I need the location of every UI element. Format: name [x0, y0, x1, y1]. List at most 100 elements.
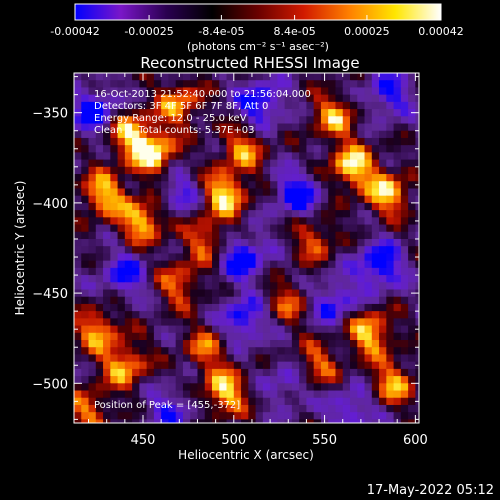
heatmap-cell [379, 166, 387, 175]
heatmap-cell [153, 289, 162, 298]
heatmap-cell [400, 303, 409, 312]
annotation-clean-counts: Clean Total counts: 5.37E+03 [94, 125, 254, 136]
heatmap-cell [146, 397, 155, 406]
heatmap-cell [364, 231, 373, 240]
heatmap-cell [219, 137, 228, 146]
heatmap-cell [103, 152, 111, 161]
heatmap-cell [320, 195, 329, 204]
heatmap-cell [233, 311, 242, 319]
heatmap-cell [328, 275, 337, 283]
heatmap-cell [182, 354, 191, 363]
heatmap-cell [306, 73, 315, 81]
heatmap-cell [182, 73, 191, 81]
heatmap-cell [95, 145, 104, 153]
heatmap-cell [197, 296, 206, 305]
heatmap-cell [364, 325, 373, 334]
heatmap-cell [168, 145, 177, 153]
heatmap-cell [357, 202, 366, 211]
heatmap-cell [313, 267, 322, 276]
heatmap-cell [139, 217, 148, 226]
heatmap-cell [408, 238, 416, 247]
heatmap-cell [335, 404, 344, 413]
heatmap-cell [103, 87, 111, 96]
heatmap-cell [248, 109, 257, 117]
heatmap-cell [81, 116, 90, 125]
heatmap-cell [335, 397, 344, 406]
heatmap-cell [284, 332, 293, 341]
heatmap-cell [153, 296, 162, 305]
heatmap-cell [270, 109, 278, 117]
heatmap-cell [262, 109, 271, 117]
heatmap-cell [408, 361, 416, 370]
heatmap-cell [335, 130, 344, 139]
heatmap-cell [175, 354, 184, 363]
heatmap-cell [103, 354, 111, 363]
heatmap-cell [139, 347, 148, 356]
heatmap-cell [124, 130, 133, 139]
heatmap-cell [233, 368, 242, 377]
heatmap-cell [175, 181, 184, 190]
heatmap-cell [110, 383, 119, 392]
heatmap-cell [233, 188, 242, 197]
heatmap-cell [364, 361, 373, 370]
heatmap-cell [291, 282, 300, 291]
heatmap-cell [371, 332, 380, 341]
heatmap-cell [371, 94, 380, 103]
heatmap-cell [386, 340, 395, 348]
heatmap-cell [262, 210, 271, 218]
heatmap-cell [190, 130, 199, 139]
heatmap-cell [161, 376, 170, 384]
heatmap-cell [95, 383, 104, 392]
heatmap-cell [74, 231, 82, 240]
heatmap-cell [291, 267, 300, 276]
heatmap-cell [81, 145, 90, 153]
heatmap-cell [117, 383, 126, 392]
heatmap-cell [81, 80, 90, 89]
heatmap-cell [270, 260, 278, 269]
heatmap-cell [139, 354, 148, 363]
heatmap-cell [88, 419, 97, 423]
heatmap-cell [88, 202, 97, 211]
heatmap-cell [415, 174, 419, 182]
heatmap-cell [299, 174, 308, 182]
heatmap-cell [132, 109, 140, 117]
heatmap-cell [81, 224, 90, 233]
heatmap-cell [415, 354, 419, 363]
x-tick-label: 550 [312, 433, 337, 448]
heatmap-cell [393, 275, 402, 283]
heatmap-cell [219, 368, 228, 377]
heatmap-cell [204, 383, 213, 392]
heatmap-cell [313, 174, 322, 182]
heatmap-cell [364, 130, 373, 139]
heatmap-cell [277, 224, 286, 233]
heatmap-cell [241, 137, 249, 146]
heatmap-cell [95, 311, 104, 319]
heatmap-cell [153, 166, 162, 175]
heatmap-cell [88, 383, 97, 392]
heatmap-cell [335, 188, 344, 197]
heatmap-cell [132, 123, 140, 132]
heatmap-cell [124, 123, 133, 132]
heatmap-cell [110, 397, 119, 406]
heatmap-cell [255, 383, 264, 392]
heatmap-cell [328, 152, 337, 161]
heatmap-cell [299, 159, 308, 168]
heatmap-cell [306, 267, 315, 276]
heatmap-cell [270, 137, 278, 146]
heatmap-cell [357, 390, 366, 399]
heatmap-cell [342, 289, 351, 298]
heatmap-cell [400, 181, 409, 190]
heatmap-cell [117, 376, 126, 384]
heatmap-cell [270, 419, 278, 423]
heatmap-cell [117, 275, 126, 283]
heatmap-cell [153, 397, 162, 406]
heatmap-cell [146, 303, 155, 312]
heatmap-cell [364, 383, 373, 392]
heatmap-cell [350, 275, 358, 283]
heatmap-cell [197, 116, 206, 125]
heatmap-cell [95, 340, 104, 348]
heatmap-cell [117, 282, 126, 291]
heatmap-cell [110, 238, 119, 247]
heatmap-cell [161, 152, 170, 161]
heatmap-cell [328, 289, 337, 298]
